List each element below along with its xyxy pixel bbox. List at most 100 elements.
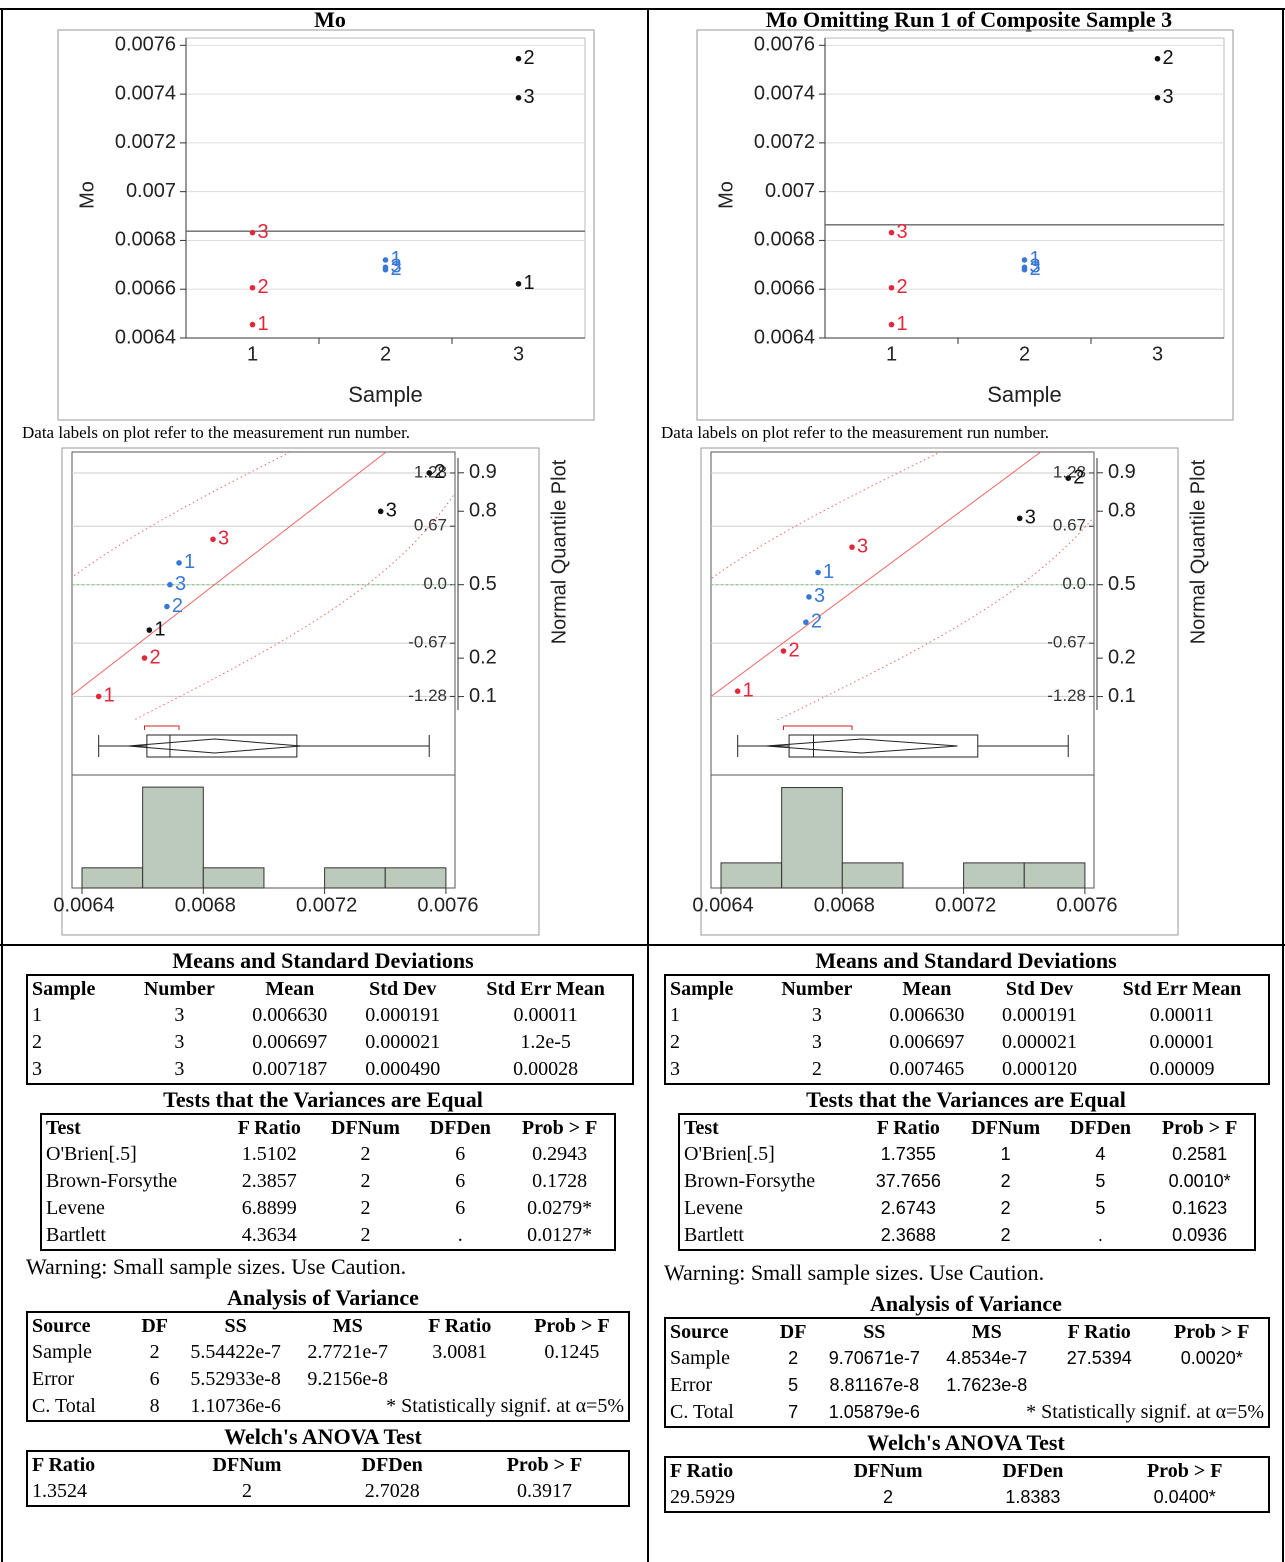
quantile-run-label: 3: [218, 528, 229, 550]
row: 2 3 0.006697 0.000021 1.2e-5: [27, 1029, 633, 1056]
cell: C. Total: [32, 1395, 96, 1417]
cell: 2: [360, 1170, 371, 1192]
distribution-area: [71, 451, 456, 889]
dot: [382, 264, 389, 271]
histogram-bar: [781, 787, 843, 889]
quantile-point: [806, 594, 812, 600]
distribution-frame: [700, 447, 1179, 936]
cell: 8.81167e-8: [829, 1375, 920, 1395]
x-tick-label: 1: [247, 343, 258, 365]
column-header: SS: [863, 1321, 886, 1343]
cell: 0.00011: [513, 1004, 578, 1026]
column-header: Std Err Mean: [486, 978, 605, 1000]
dot: [1021, 264, 1028, 271]
row: Sample 2 5.54422e-7 2.7721e-7 3.0081 0.1245: [27, 1339, 629, 1366]
column-header: F Ratio: [670, 1460, 734, 1482]
cell: 6: [455, 1170, 466, 1192]
column-header: DFNum: [331, 1117, 400, 1139]
y-tick-label: 0.0066: [115, 278, 176, 300]
column-header: DFDen: [1002, 1460, 1064, 1482]
q-tick-label: 1.28: [1053, 462, 1086, 481]
cell: .: [1097, 1225, 1103, 1245]
empty-cell: [1155, 1372, 1269, 1399]
x-tick-label: 1: [886, 343, 897, 365]
plot-area: [824, 37, 1225, 339]
header-row: Test F Ratio DFNum DFDen Prob > F: [41, 1114, 615, 1141]
row: O'Brien[.5] 1.5102 2 6 0.2943: [41, 1141, 615, 1168]
p-tick-label: 0.5: [1108, 573, 1136, 595]
header-row: Source DF SS MS F Ratio Prob > F: [27, 1312, 629, 1339]
q-tick-label: -1.28: [1047, 686, 1086, 705]
cell: 0.006697: [252, 1031, 328, 1053]
cell: Error: [32, 1368, 75, 1390]
dot: [1021, 257, 1028, 263]
cell: 0.0127*: [527, 1224, 593, 1246]
cell: 0.007187: [252, 1058, 328, 1080]
quantile-run-label: 2: [788, 639, 799, 661]
table-title: Analysis of Variance: [227, 1285, 419, 1310]
reference-line: [711, 452, 1042, 698]
column-header: Sample: [32, 978, 96, 1000]
cell: 3.0081: [432, 1341, 488, 1363]
reference-line: [72, 452, 387, 696]
quantile-run-label: 2: [434, 461, 445, 483]
column-header: DFNum: [853, 1460, 923, 1482]
cell: 0.000021: [365, 1031, 441, 1053]
cell: 2: [670, 1031, 680, 1053]
quantile-run-label: 3: [1025, 507, 1036, 529]
cell: 2: [360, 1143, 371, 1165]
run-label: 2: [1030, 258, 1041, 280]
cell: Bartlett: [684, 1224, 744, 1246]
x-axis-label: Sample: [987, 382, 1062, 407]
y-tick-label: 0.0064: [115, 326, 176, 348]
cell: Levene: [684, 1197, 743, 1219]
q-tick-label: -1.28: [408, 686, 447, 705]
cell: 2: [1000, 1225, 1011, 1245]
cell: 9.2156e-8: [307, 1368, 388, 1390]
cell: 0.0020*: [1180, 1348, 1243, 1368]
middle-rule: [0, 944, 1285, 946]
quantile-run-label: 3: [857, 535, 868, 557]
run-label: 1: [524, 272, 535, 294]
row: 1 3 0.006630 0.000191 0.00011: [665, 1002, 1269, 1029]
run-label: 3: [391, 256, 402, 278]
column-header: Test: [684, 1117, 719, 1139]
column-header: F Ratio: [32, 1454, 96, 1476]
cell: 8: [149, 1395, 160, 1417]
quantile-point: [426, 470, 433, 476]
column-header: DFDen: [1069, 1117, 1131, 1139]
column-header: Prob > F: [1174, 1321, 1250, 1343]
cell: 0.0279*: [527, 1197, 593, 1219]
run-label: 1: [1030, 248, 1041, 270]
quantile-layer: [72, 452, 455, 720]
table-title: Means and Standard Deviations: [172, 948, 474, 973]
cell: 2: [1000, 1171, 1011, 1191]
table: F Ratio DFNum DFDen Prob > F 29.5929 2 1.8383 0…: [664, 1456, 1270, 1513]
cell: 3: [174, 1058, 185, 1080]
table: Sample Number Mean Std Dev Std Err Mean 1 3 0.0…: [664, 974, 1270, 1085]
x-tick-label: 2: [380, 343, 391, 365]
p-tick-label: 0.1: [1108, 685, 1136, 707]
cell: 3: [174, 1004, 185, 1026]
cell: 0.2581: [1172, 1144, 1228, 1164]
row: O'Brien[.5] 1.7355 1 4 0.2581: [679, 1141, 1255, 1168]
cell: 0.00001: [1149, 1031, 1215, 1053]
column-header: Mean: [265, 978, 315, 1000]
row: Bartlett 4.3634 2. 0.0127*: [41, 1222, 615, 1250]
q-tick-label: 0.0: [423, 574, 447, 593]
dot: [1154, 94, 1161, 101]
x-tick-label: 0.0072: [935, 894, 996, 916]
quantile-run-label: 3: [175, 573, 186, 595]
cell: Sample: [32, 1341, 92, 1363]
column-header: Std Dev: [1005, 978, 1074, 1000]
run-label: 1: [897, 313, 908, 335]
run-label: 2: [1163, 47, 1174, 69]
quantile-point: [167, 581, 173, 588]
cell: 2.3688: [880, 1225, 936, 1245]
cell: 27.5394: [1066, 1348, 1132, 1368]
table-title: Tests that the Variances are Equal: [806, 1087, 1126, 1112]
row: 3 3 0.007187 0.000490 0.00028: [27, 1056, 633, 1084]
cell: 2.6743: [880, 1198, 936, 1218]
cell: 1: [32, 1004, 42, 1026]
